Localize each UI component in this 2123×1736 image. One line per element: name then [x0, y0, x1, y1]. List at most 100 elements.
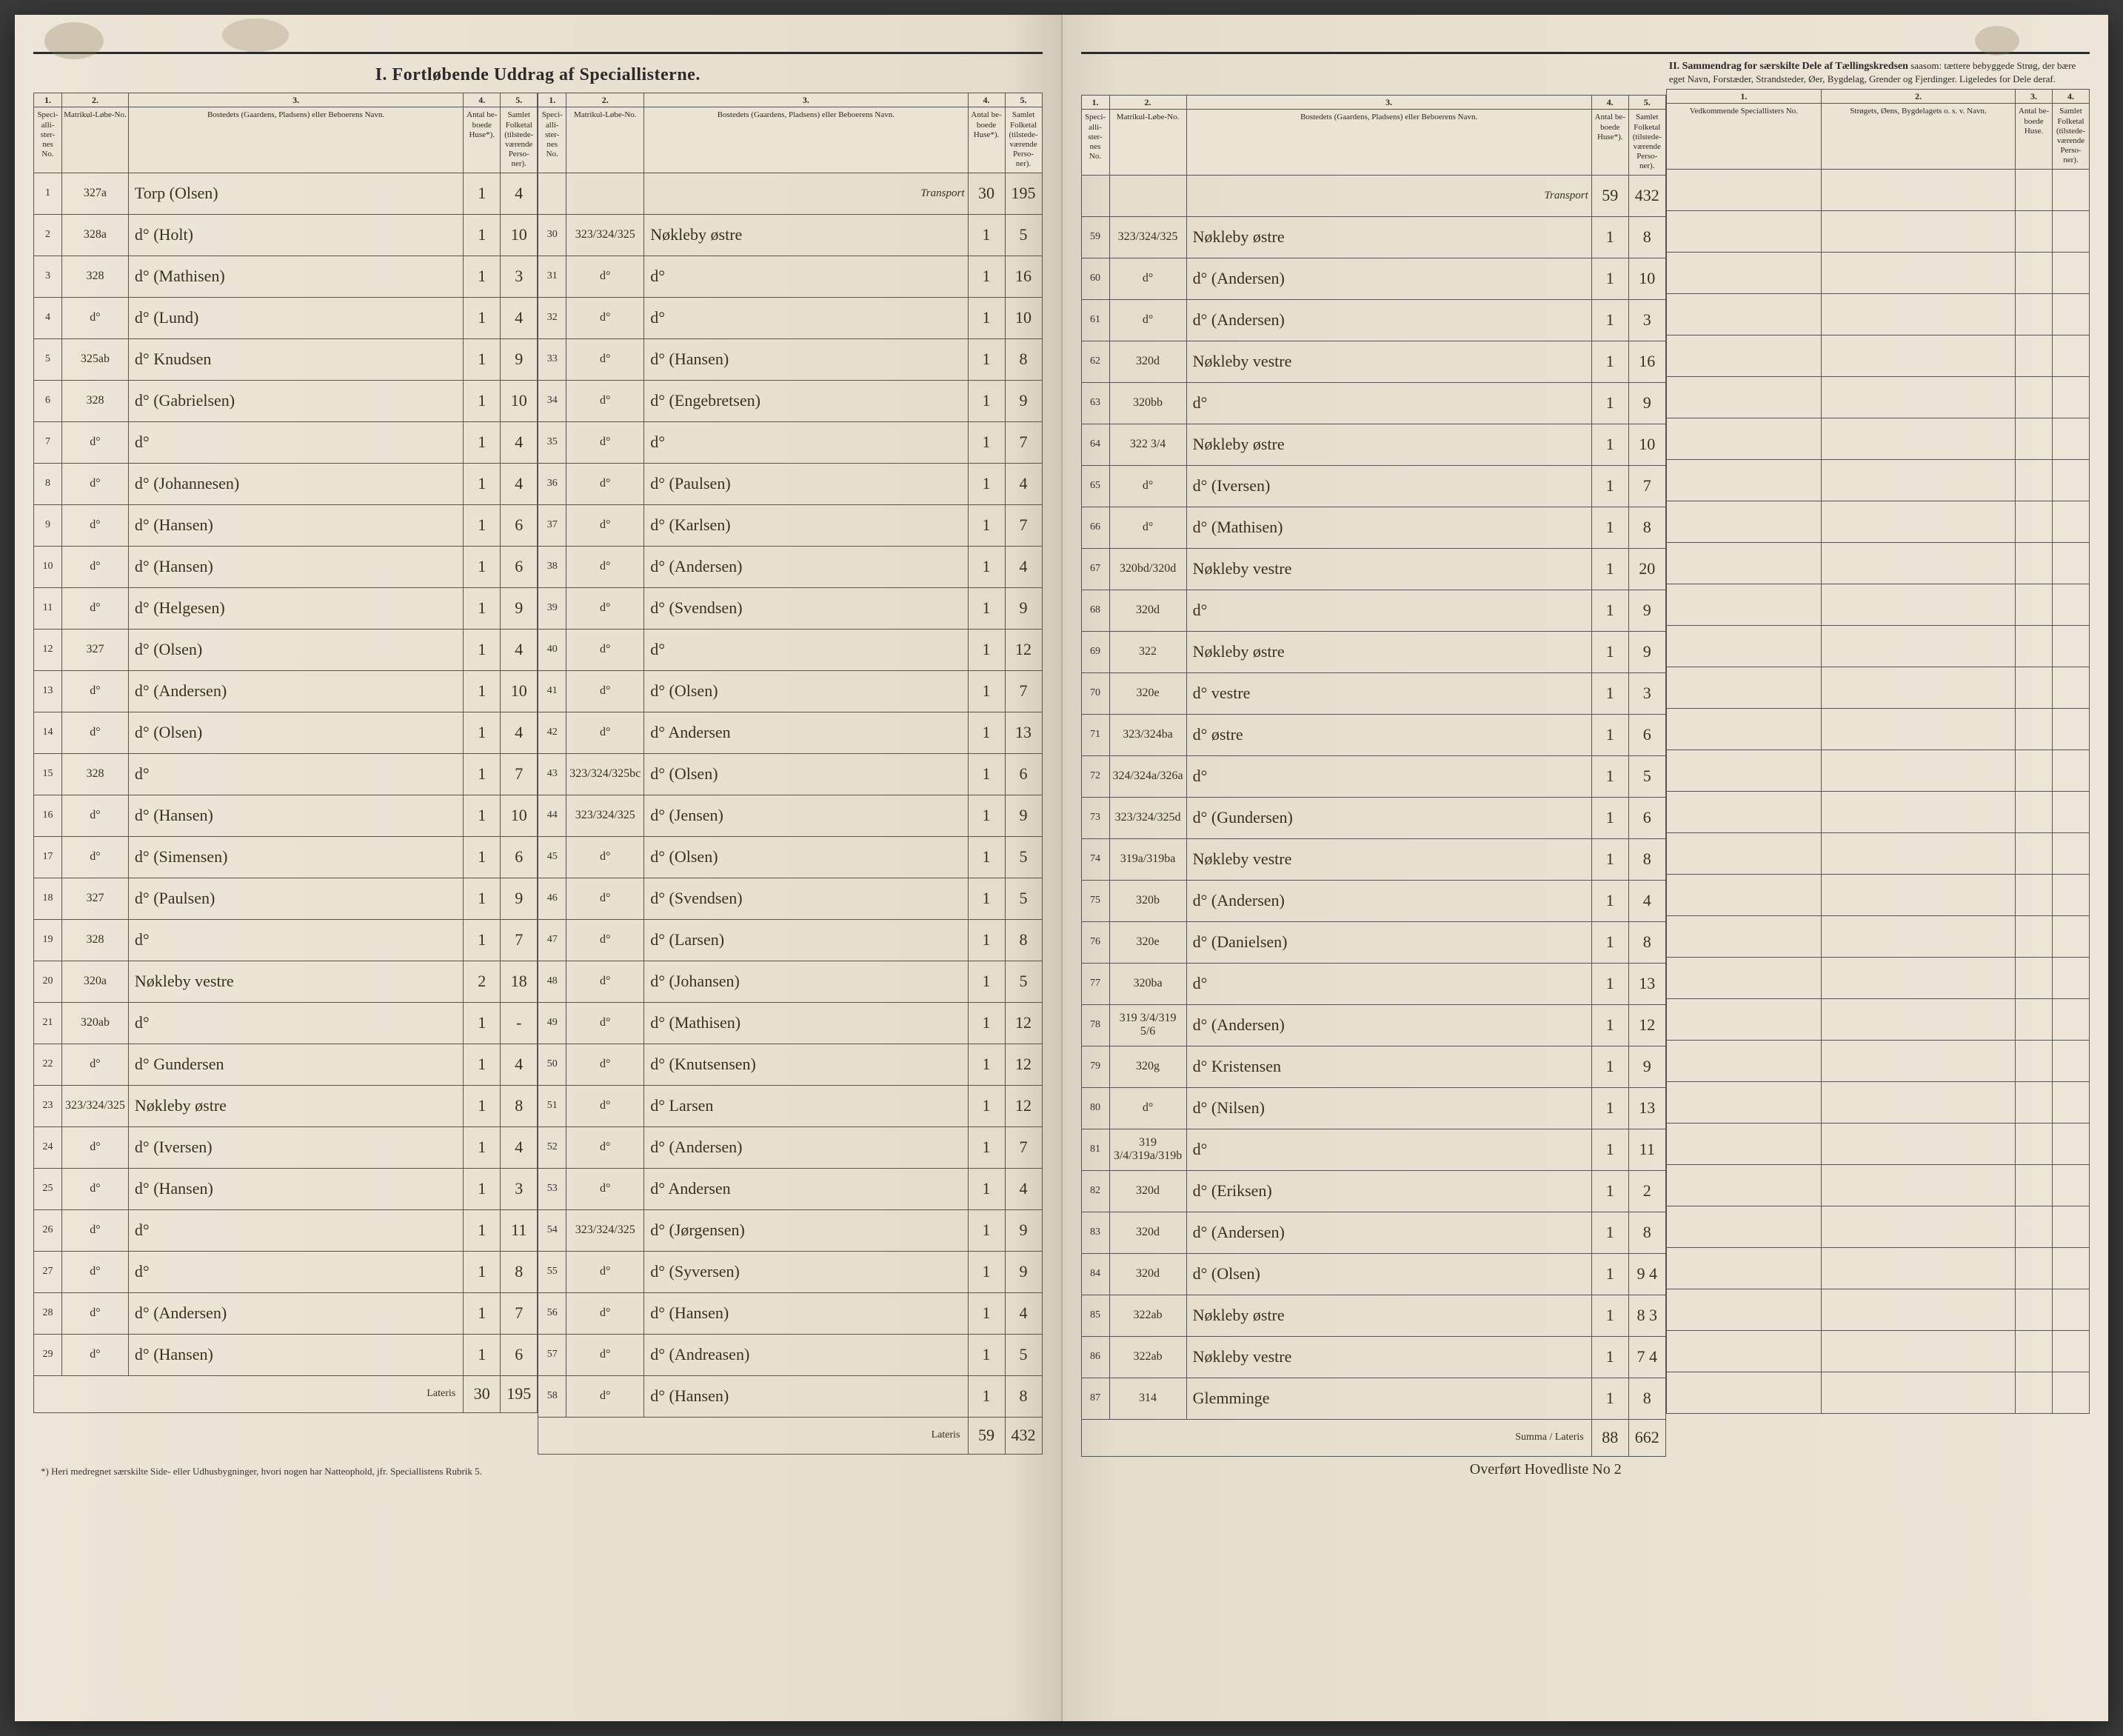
folketal: 2 — [1628, 1170, 1665, 1212]
bosted-name: d° (Nilsen) — [1186, 1087, 1591, 1129]
antal-huse: 1 — [968, 795, 1005, 836]
folketal: 10 — [1628, 424, 1665, 465]
antal-huse: 1 — [1591, 1212, 1628, 1253]
bosted-name: d° — [128, 1209, 463, 1251]
table-row: 27d°d°18 — [34, 1251, 538, 1292]
row-number: 51 — [538, 1085, 566, 1126]
folketal: 8 — [1628, 1378, 1665, 1419]
folketal: 12 — [1005, 629, 1042, 670]
table-row: 74319a/319baNøkleby vestre18 — [1081, 838, 1665, 880]
table-row — [1666, 998, 2089, 1040]
row-number: 81 — [1081, 1129, 1109, 1170]
row-number: 60 — [1081, 258, 1109, 299]
antal-huse: 1 — [1591, 1046, 1628, 1087]
matrikul-no: d° — [566, 919, 644, 961]
col-header: Samlet Folketal (tilstede-værende Perso-… — [2053, 104, 2090, 169]
table-row — [1666, 501, 2089, 542]
table-row: 41d°d° (Olsen)17 — [538, 670, 1042, 712]
bosted-name: d° (Svendsen) — [644, 878, 968, 919]
antal-huse: 1 — [968, 338, 1005, 380]
antal-huse: 1 — [464, 836, 501, 878]
folketal: 4 — [1005, 546, 1042, 587]
antal-huse: 1 — [464, 256, 501, 297]
matrikul-no: 328 — [62, 919, 129, 961]
matrikul-no: d° — [1109, 465, 1186, 507]
row-number: 84 — [1081, 1253, 1109, 1295]
colnum: 4. — [1591, 96, 1628, 110]
folketal: 7 — [1005, 421, 1042, 463]
bosted-name: d° (Paulsen) — [644, 463, 968, 504]
row-number: 79 — [1081, 1046, 1109, 1087]
antal-huse: 1 — [464, 629, 501, 670]
antal-huse: 1 — [968, 961, 1005, 1002]
folketal: 7 — [1005, 1126, 1042, 1168]
table-row: 36d°d° (Paulsen)14 — [538, 463, 1042, 504]
colnum: 5. — [501, 93, 538, 107]
lateris-folk: 195 — [501, 1375, 538, 1412]
right-page: 1. 2. 3. 4. 5. Speci-alli-ster-nes No. M… — [1063, 15, 2109, 1721]
table-row: 73323/324/325dd° (Gundersen)16 — [1081, 797, 1665, 838]
antal-huse: 1 — [968, 214, 1005, 256]
table-row: 75320bd° (Andersen)14 — [1081, 880, 1665, 921]
table-row: 9d°d° (Hansen)16 — [34, 504, 538, 546]
bosted-name: d° — [1186, 382, 1591, 424]
antal-huse: 1 — [968, 1375, 1005, 1417]
folketal: 9 — [1628, 1046, 1665, 1087]
table-row: 76320ed° (Danielsen)18 — [1081, 921, 1665, 963]
bosted-name: d° (Iversen) — [128, 1126, 463, 1168]
row-number: 34 — [538, 380, 566, 421]
folketal: 9 — [1005, 380, 1042, 421]
table-row: 14d°d° (Olsen)14 — [34, 712, 538, 753]
matrikul-no: d° — [62, 1126, 129, 1168]
folketal: 16 — [1628, 341, 1665, 382]
antal-huse: 1 — [1591, 1253, 1628, 1295]
row-number: 45 — [538, 836, 566, 878]
bosted-name: d° — [1186, 963, 1591, 1004]
antal-huse: 1 — [968, 504, 1005, 546]
matrikul-no: d° — [566, 297, 644, 338]
row-number: 42 — [538, 712, 566, 753]
table-row: 49d°d° (Mathisen)112 — [538, 1002, 1042, 1044]
matrikul-no: d° — [1109, 299, 1186, 341]
bosted-name: d° (Eriksen) — [1186, 1170, 1591, 1212]
matrikul-no: d° — [566, 1375, 644, 1417]
bosted-name: Nøkleby vestre — [1186, 548, 1591, 590]
col-header: Samlet Folketal (tilstede-værende Perso-… — [1628, 110, 1665, 175]
folketal: 5 — [1005, 878, 1042, 919]
table-row: 71323/324bad° østre16 — [1081, 714, 1665, 755]
col-header: Matrikul-Løbe-No. — [566, 107, 644, 173]
bosted-name: d° (Paulsen) — [128, 878, 463, 919]
antal-huse: 1 — [464, 1126, 501, 1168]
table-block-2: 1. 2. 3. 4. 5. Speci-alli-ster-nes No. M… — [538, 93, 1042, 1455]
table-row: 51d°d° Larsen112 — [538, 1085, 1042, 1126]
folketal: 13 — [1005, 712, 1042, 753]
col-header: Antal be-boede Huse*). — [1591, 110, 1628, 175]
table-row: 17d°d° (Simensen)16 — [34, 836, 538, 878]
table-row: 77320bad°113 — [1081, 963, 1665, 1004]
matrikul-no: d° — [566, 1251, 644, 1292]
row-number: 11 — [34, 587, 62, 629]
folketal: 12 — [1005, 1044, 1042, 1085]
antal-huse: 1 — [1591, 424, 1628, 465]
row-number: 83 — [1081, 1212, 1109, 1253]
antal-huse: 1 — [464, 712, 501, 753]
folketal: 12 — [1005, 1002, 1042, 1044]
bosted-name: d° (Syversen) — [644, 1251, 968, 1292]
section-title: I. Fortløbende Uddrag af Speciallisterne… — [33, 54, 1043, 93]
bosted-name: Nøkleby vestre — [128, 961, 463, 1002]
matrikul-no: 323/324/325 — [566, 1209, 644, 1251]
row-number: 5 — [34, 338, 62, 380]
antal-huse: 1 — [464, 546, 501, 587]
col-header: Antal be-boede Huse. — [2016, 104, 2053, 169]
table-row: 81319 3/4/319a/319bd°111 — [1081, 1129, 1665, 1170]
folketal: 8 — [1005, 338, 1042, 380]
matrikul-no: 327 — [62, 629, 129, 670]
table-row: 56d°d° (Hansen)14 — [538, 1292, 1042, 1334]
table-row: 39d°d° (Svendsen)19 — [538, 587, 1042, 629]
table-row — [1666, 750, 2089, 791]
folketal: 4 — [1005, 1168, 1042, 1209]
matrikul-no: d° — [62, 546, 129, 587]
antal-huse: 1 — [464, 463, 501, 504]
folketal: 6 — [501, 546, 538, 587]
antal-huse: 1 — [968, 297, 1005, 338]
